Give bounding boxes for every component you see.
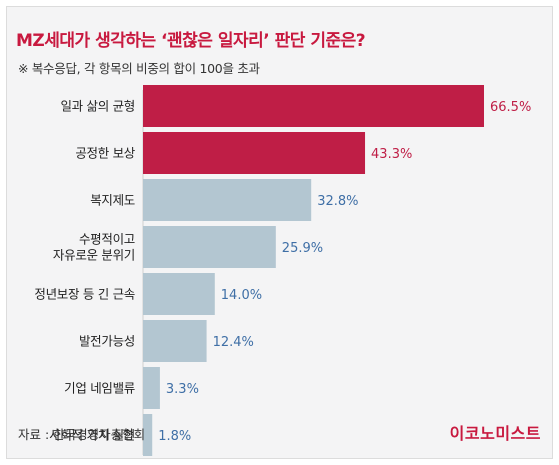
chart-title: MZ세대가 생각하는 ‘괜찮은 일자리’ 판단 기준은? [16, 31, 366, 51]
bar-3 [143, 179, 312, 221]
publisher-logo: 이코노미스트 [449, 424, 541, 443]
source-note: 자료 : 한국경영자총협회 [18, 427, 146, 442]
chart-note: ※ 복수응답, 각 항목의 비중의 합이 100을 초과 [18, 61, 260, 76]
category-label-5: 정년보장 등 긴 근속 [34, 287, 135, 302]
bar-1 [143, 85, 484, 127]
category-label-1: 일과 삶의 균형 [60, 99, 135, 114]
value-label-5: 14.0% [221, 288, 262, 303]
bar-2 [143, 132, 366, 174]
value-label-2: 43.3% [371, 147, 412, 162]
category-label-7: 기업 네임밸류 [64, 381, 135, 396]
category-label-6: 발전가능성 [79, 334, 135, 349]
category-label-2: 공정한 보상 [75, 146, 135, 161]
category-label-8: 사회적 가치 실현 [49, 428, 135, 443]
bar-5 [143, 273, 215, 315]
bar-7 [143, 367, 160, 409]
value-label-1: 66.5% [490, 100, 531, 115]
infographic-card [6, 6, 553, 459]
category-label-3: 복지제도 [90, 193, 135, 208]
value-label-6: 12.4% [213, 335, 254, 350]
value-label-3: 32.8% [317, 194, 358, 209]
category-label-4: 수평적이고 자유로운 분위기 [53, 232, 135, 263]
bar-6 [143, 320, 207, 362]
bar-4 [143, 226, 276, 268]
bar-8 [143, 414, 153, 456]
value-label-4: 25.9% [282, 241, 323, 256]
value-label-7: 3.3% [166, 382, 199, 397]
value-label-8: 1.8% [158, 429, 191, 444]
